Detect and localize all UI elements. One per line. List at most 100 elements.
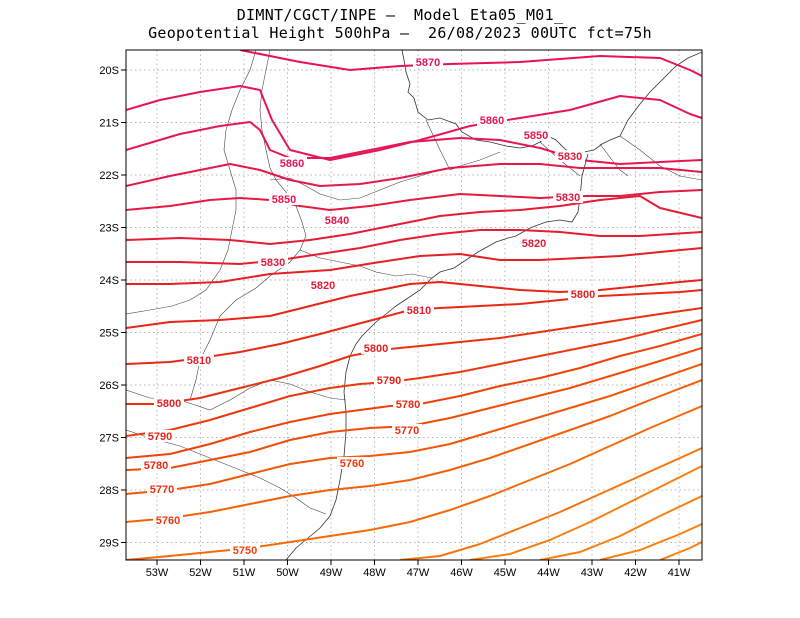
contour-line [469,465,702,560]
lon-tick-label: 41W [668,567,691,579]
contour-label: 5810 [407,305,431,317]
contour-label-bg [519,237,549,249]
contour-label-bg [393,398,423,410]
lon-tick-label: 50W [276,567,299,579]
contour-label: 5790 [377,375,401,387]
contour-label-bg [154,397,184,409]
contour-label-bg [141,459,171,471]
contour-label-bg [361,342,391,354]
contour-label: 5780 [396,399,420,411]
contour-line [659,541,702,560]
map-title-line1: DIMNT/CGCT/INPE – Model Eta05_M01_ [236,6,564,24]
contour-label-bg [568,288,598,300]
contour-label-bg [404,304,434,316]
contour-label-bg [147,483,177,495]
lat-tick-label: 24S [99,275,119,287]
contour-label: 5800 [157,398,181,410]
contour-labels: 5870 5860 5850 5830 5830 5820 5800 5860 5850 5840… [141,56,598,557]
contour-label: 5770 [395,425,419,437]
contour-label-bg [269,193,299,205]
lat-tick-label: 28S [99,485,119,497]
contour-line [126,307,702,405]
lon-tick-label: 43W [581,567,604,579]
contour-label-bg [553,191,583,203]
contour-line [599,523,702,560]
map-title-line2: Geopotential Height 500hPa – 26/08/2023 … [148,24,652,42]
contour-label-bg [413,56,443,68]
lon-tick-label: 51W [233,567,256,579]
contour-line [399,447,702,560]
contour-label: 5760 [156,515,180,527]
lat-tick-label: 21S [99,118,119,130]
contour-label: 5830 [556,192,580,204]
lon-tick-label: 48W [363,567,386,579]
contour-label-bg [308,279,338,291]
contour-label: 5860 [280,158,304,170]
contour-label-bg [153,514,183,526]
lon-tick-label: 53W [146,567,169,579]
contour-label-bg [555,150,585,162]
contour-line [126,163,702,187]
contour-label-bg [230,544,260,556]
contour-label-bg [374,374,404,386]
contour-line [126,405,702,560]
contour-label: 5770 [150,484,174,496]
contour-line [126,121,702,165]
axis-ticks: 53W 52W 51W 50W 49W 48W 47W 46W 45W 44W 43W 42W 41W 2… [99,65,691,579]
contour-label: 5820 [522,238,546,250]
contour-label: 5850 [524,130,548,142]
contour-label-bg [477,114,507,126]
lon-tick-label: 52W [189,567,212,579]
contour-line [126,289,702,365]
lon-tick-label: 42W [624,567,647,579]
lon-tick-label: 46W [450,567,473,579]
contour-label-bg [521,129,551,141]
lon-tick-label: 49W [320,567,343,579]
contour-label-bg [392,424,422,436]
contour-line [126,333,702,459]
contour-label-bg [337,457,367,469]
contour-line [126,363,702,495]
lat-tick-label: 26S [99,380,119,392]
contour-label: 5790 [148,431,172,443]
lat-tick-label: 20S [99,65,119,77]
contour-label-bg [322,214,352,226]
contour-label: 5780 [144,460,168,472]
contour-label: 5800 [364,343,388,355]
contour-line [126,85,702,161]
contour-label: 5850 [272,194,296,206]
contour-label-bg [184,354,214,366]
contour-line [126,379,702,523]
contour-line [126,247,702,285]
contour-label: 5870 [416,57,440,69]
contour-label-bg [258,256,288,268]
contour-line [239,50,702,77]
lat-tick-label: 22S [99,170,119,182]
contour-label: 5860 [480,115,504,127]
contour-line [126,279,702,329]
contour-label: 5820 [311,280,335,292]
contour-line [126,189,702,211]
contour-label: 5840 [325,215,349,227]
contour-line [126,319,702,437]
lon-tick-label: 45W [494,567,517,579]
contour-line [126,195,702,245]
lat-tick-label: 29S [99,538,119,550]
contour-label: 5800 [571,289,595,301]
contour-label-bg [145,430,175,442]
lon-tick-label: 47W [407,567,430,579]
contour-label: 5750 [233,545,257,557]
lon-tick-label: 44W [537,567,560,579]
contour-label: 5760 [340,458,364,470]
contour-label: 5830 [261,257,285,269]
plot-frame [125,49,703,561]
contour-label: 5830 [558,151,582,163]
contour-label-bg [277,157,307,169]
lat-tick-label: 27S [99,433,119,445]
contour-label: 5810 [187,355,211,367]
contour-line [539,495,702,560]
lat-tick-label: 25S [99,328,119,340]
lat-tick-label: 23S [99,223,119,235]
contour-line [126,229,702,265]
